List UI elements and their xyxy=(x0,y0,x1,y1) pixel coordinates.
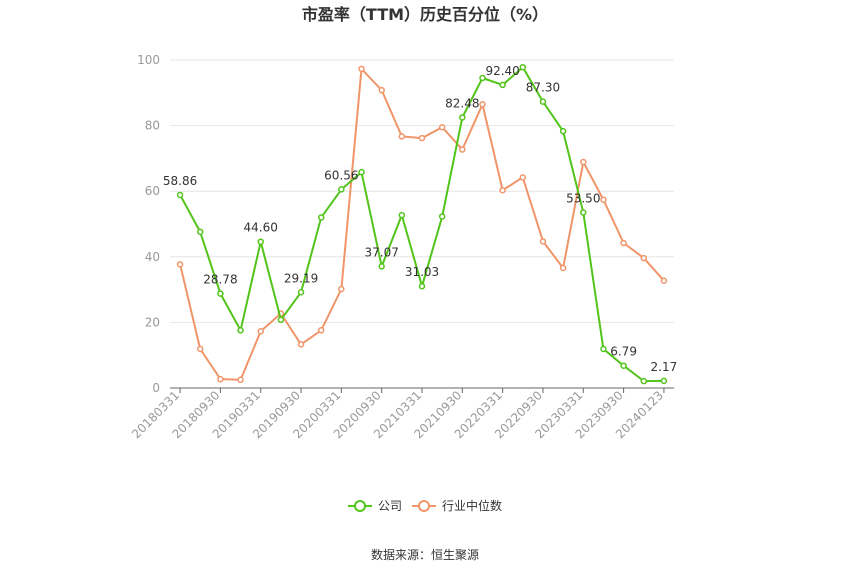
data-label: 87.30 xyxy=(526,81,560,95)
data-point[interactable] xyxy=(438,213,446,220)
data-label: 53.50 xyxy=(566,192,600,206)
data-point[interactable] xyxy=(499,81,506,89)
legend: 公司 行业中位数 xyxy=(348,498,502,513)
data-label: 44.60 xyxy=(244,221,278,235)
data-point[interactable] xyxy=(378,263,385,270)
data-point[interactable] xyxy=(217,290,224,297)
data-point[interactable] xyxy=(196,345,204,353)
data-point[interactable] xyxy=(358,65,365,73)
data-label: 31.03 xyxy=(405,265,439,279)
data-point[interactable] xyxy=(297,341,305,348)
data-point[interactable] xyxy=(418,134,426,142)
data-label: 37.07 xyxy=(365,245,399,259)
data-label: 58.86 xyxy=(163,174,197,188)
data-point[interactable] xyxy=(459,114,466,121)
data-point[interactable] xyxy=(640,377,648,385)
data-point[interactable] xyxy=(378,86,385,94)
data-point[interactable] xyxy=(519,63,527,71)
data-point[interactable] xyxy=(358,168,365,176)
data-point[interactable] xyxy=(620,362,627,369)
y-tick-label: 40 xyxy=(145,250,160,264)
data-point[interactable] xyxy=(580,158,587,166)
legend-company-label: 公司 xyxy=(378,499,402,513)
data-point[interactable] xyxy=(277,316,285,324)
y-tick-label: 80 xyxy=(145,119,160,133)
data-point[interactable] xyxy=(499,186,506,194)
data-label: 82.48 xyxy=(445,96,479,110)
data-point[interactable] xyxy=(237,327,244,334)
data-point[interactable] xyxy=(438,123,446,131)
label-layer: 58.86 28.78 44.60 29.19 60.56 37.07 31.03 82.48… xyxy=(163,64,677,374)
data-point[interactable] xyxy=(559,264,567,272)
data-point[interactable] xyxy=(479,74,486,82)
data-point[interactable] xyxy=(338,285,345,293)
data-point[interactable] xyxy=(479,101,486,108)
data-point[interactable] xyxy=(317,214,325,221)
series-layer xyxy=(176,63,668,385)
data-point[interactable] xyxy=(519,174,527,181)
data-point[interactable] xyxy=(539,98,547,105)
legend-item-company[interactable]: 公司 xyxy=(348,499,402,513)
data-label: 6.79 xyxy=(610,345,637,359)
data-point[interactable] xyxy=(257,238,264,245)
data-point[interactable] xyxy=(600,345,607,353)
data-label: 92.40 xyxy=(485,64,519,78)
data-point[interactable] xyxy=(338,186,345,193)
data-point[interactable] xyxy=(580,209,587,216)
data-label: 29.19 xyxy=(284,271,318,285)
data-point[interactable] xyxy=(600,196,607,203)
data-point[interactable] xyxy=(398,211,406,219)
data-label: 2.17 xyxy=(651,360,678,374)
data-point[interactable] xyxy=(660,377,668,385)
data-point[interactable] xyxy=(237,376,244,384)
data-point[interactable] xyxy=(559,127,567,135)
data-point[interactable] xyxy=(459,146,466,153)
y-tick-label: 60 xyxy=(145,184,160,198)
legend-item-industry-median[interactable]: 行业中位数 xyxy=(412,498,502,513)
axis-layer: 0204060801002018033120180930201903312019… xyxy=(129,53,674,441)
data-point[interactable] xyxy=(217,375,224,383)
data-point[interactable] xyxy=(176,261,184,268)
data-point[interactable] xyxy=(418,282,426,290)
data-label: 28.78 xyxy=(203,273,237,287)
y-tick-label: 0 xyxy=(152,381,160,395)
y-tick-label: 100 xyxy=(137,53,160,67)
data-point[interactable] xyxy=(620,239,627,247)
data-point[interactable] xyxy=(317,327,325,334)
data-point[interactable] xyxy=(398,133,406,140)
data-point[interactable] xyxy=(196,228,204,236)
legend-industry-marker xyxy=(418,500,430,512)
legend-industry-label: 行业中位数 xyxy=(442,498,502,513)
y-tick-label: 20 xyxy=(145,315,160,329)
data-point[interactable] xyxy=(640,254,648,262)
data-label: 60.56 xyxy=(324,168,358,182)
data-source: 数据来源：恒生聚源 xyxy=(371,547,479,562)
data-point[interactable] xyxy=(539,238,547,245)
data-point[interactable] xyxy=(660,277,668,284)
chart-title: 市盈率（TTM）历史百分位（%） xyxy=(302,5,548,24)
data-point[interactable] xyxy=(176,191,184,199)
data-point[interactable] xyxy=(297,289,305,296)
legend-company-marker xyxy=(354,500,366,512)
data-point[interactable] xyxy=(257,328,264,335)
series-company xyxy=(176,63,668,385)
